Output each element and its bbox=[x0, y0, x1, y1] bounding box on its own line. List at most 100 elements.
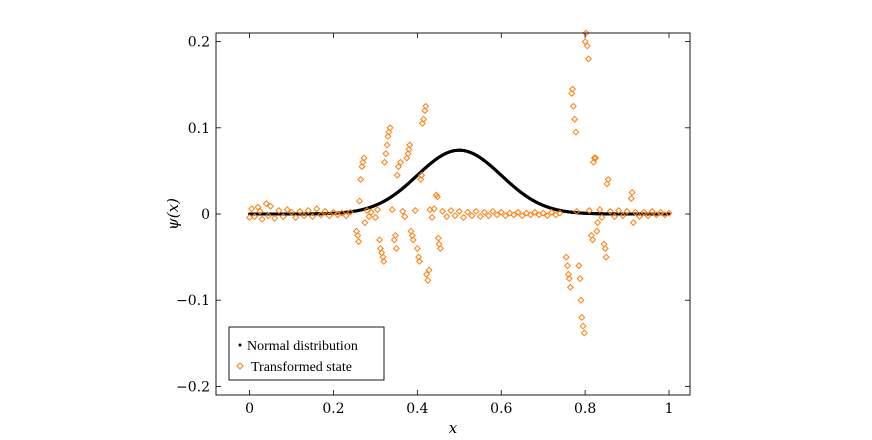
transformed-point bbox=[425, 266, 433, 274]
transformed-point bbox=[399, 207, 407, 215]
transformed-point bbox=[627, 194, 635, 202]
transformed-point bbox=[325, 212, 333, 220]
legend-marker-normal-distribution bbox=[238, 343, 242, 347]
transformed-point bbox=[436, 244, 444, 252]
transformed-point bbox=[443, 213, 451, 221]
transformed-point bbox=[373, 206, 382, 214]
legend-entry-normal-distribution: Normal distribution bbox=[247, 339, 358, 354]
transformed-point bbox=[506, 209, 514, 217]
transformed-point bbox=[556, 209, 564, 217]
transformed-point bbox=[657, 208, 665, 216]
transformed-point bbox=[531, 208, 539, 216]
transformed-point bbox=[411, 207, 419, 215]
transformed-point bbox=[602, 253, 610, 261]
transformed-point bbox=[652, 211, 660, 219]
transformed-point bbox=[455, 207, 463, 215]
transformed-point bbox=[489, 207, 497, 215]
transformed-point bbox=[577, 296, 585, 304]
transformed-point bbox=[640, 208, 648, 216]
transformed-point bbox=[601, 244, 609, 252]
transformed-point bbox=[258, 215, 266, 223]
transformed-point bbox=[392, 232, 400, 240]
transformed-point bbox=[548, 208, 556, 216]
transformed-point bbox=[355, 238, 363, 246]
legend-entry-transformed-state: Transformed state bbox=[251, 360, 352, 375]
y-tick-label: −0.2 bbox=[176, 379, 210, 395]
transformed-point bbox=[423, 270, 431, 278]
transformed-point bbox=[317, 211, 325, 219]
transformed-point bbox=[386, 124, 394, 132]
transformed-point bbox=[568, 89, 576, 97]
transformed-point bbox=[585, 207, 593, 215]
transformed-point bbox=[296, 207, 304, 215]
transformed-point bbox=[342, 212, 350, 220]
transformed-point bbox=[354, 232, 362, 240]
transformed-point bbox=[256, 207, 264, 215]
transformed-point bbox=[300, 212, 308, 220]
transformed-point bbox=[581, 38, 589, 46]
transformed-point bbox=[590, 158, 598, 166]
transformed-point bbox=[397, 158, 405, 166]
transformed-point bbox=[371, 213, 379, 221]
transformed-point bbox=[644, 212, 652, 220]
x-tick-label: 1 bbox=[665, 401, 674, 417]
transformed-point bbox=[390, 236, 398, 244]
transformed-point bbox=[451, 212, 459, 220]
transformed-point bbox=[279, 213, 287, 221]
transformed-point bbox=[565, 275, 573, 283]
transformed-point bbox=[582, 29, 590, 37]
transformed-point bbox=[428, 213, 436, 221]
y-tick-label: 0.1 bbox=[188, 121, 210, 137]
transformed-point bbox=[648, 207, 656, 215]
y-tick-label: 0.2 bbox=[188, 35, 210, 51]
x-tick-label: 0.8 bbox=[574, 401, 596, 417]
transformed-point bbox=[514, 208, 522, 216]
transformed-point bbox=[403, 154, 411, 162]
transformed-point bbox=[417, 176, 425, 184]
transformed-point bbox=[262, 200, 270, 208]
transformed-point bbox=[579, 322, 587, 330]
transformed-point bbox=[267, 202, 275, 210]
transformed-point bbox=[385, 128, 393, 136]
transformed-point bbox=[575, 262, 583, 270]
transformed-point bbox=[365, 213, 373, 221]
transformed-point bbox=[543, 212, 551, 220]
transformed-point bbox=[251, 213, 259, 221]
x-tick-label: 0.2 bbox=[322, 401, 344, 417]
transformed-point bbox=[405, 145, 413, 153]
transformed-point bbox=[271, 214, 279, 222]
transformed-point bbox=[394, 163, 402, 171]
transformed-point bbox=[424, 276, 432, 284]
transformed-point bbox=[629, 219, 637, 227]
transformed-point bbox=[665, 209, 673, 217]
transformed-point bbox=[636, 213, 644, 221]
transformed-point bbox=[363, 207, 371, 215]
transformed-point bbox=[569, 85, 577, 93]
x-tick-label: 0 bbox=[245, 401, 254, 417]
transformed-point bbox=[433, 193, 441, 201]
transformed-point bbox=[254, 203, 262, 211]
transformed-point bbox=[596, 206, 604, 214]
transformed-point bbox=[422, 102, 430, 110]
transformed-point bbox=[275, 207, 283, 215]
transformed-point bbox=[359, 158, 367, 166]
transformed-point bbox=[480, 208, 488, 216]
transformed-point bbox=[518, 212, 526, 220]
y-tick-label: 0 bbox=[201, 207, 210, 223]
transformed-point bbox=[527, 211, 535, 219]
transformed-point bbox=[393, 171, 401, 179]
transformed-point bbox=[589, 236, 597, 244]
transformed-point bbox=[313, 205, 321, 213]
x-tick-label: 0.4 bbox=[406, 401, 428, 417]
transformed-point bbox=[360, 154, 368, 162]
transformed-point bbox=[468, 212, 476, 220]
transformed-point bbox=[539, 209, 547, 217]
transformed-point bbox=[264, 212, 272, 220]
transformed-point bbox=[415, 257, 423, 265]
transformed-point bbox=[603, 180, 611, 188]
series-normal-distribution bbox=[248, 148, 671, 216]
transformed-point bbox=[562, 253, 570, 261]
transformed-point bbox=[615, 207, 623, 215]
transformed-point bbox=[404, 150, 412, 158]
